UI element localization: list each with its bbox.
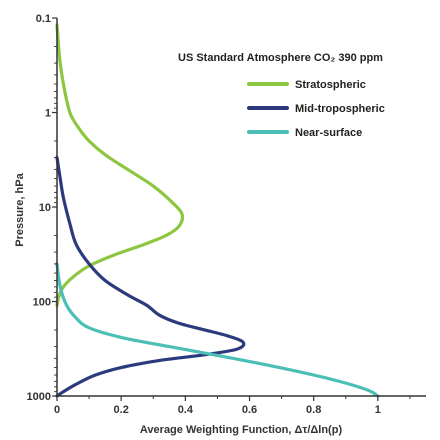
x-tick-label: 0.4 <box>178 404 194 416</box>
y-tick-label: 10 <box>39 202 51 214</box>
x-tick-label: 0.6 <box>242 404 257 416</box>
y-tick-label: 1 <box>45 108 51 120</box>
x-tick-label: 0.2 <box>114 404 129 416</box>
legend-label-stratospheric: Stratospheric <box>295 79 366 91</box>
y-tick-label: 1000 <box>27 391 51 403</box>
legend-title: US Standard Atmosphere CO₂ 390 ppm <box>178 52 383 64</box>
x-tick-label: 0 <box>54 404 60 416</box>
legend-label-near-surface: Near-surface <box>295 127 362 139</box>
x-tick-label: 0.8 <box>306 404 321 416</box>
series-line-stratospheric <box>55 23 185 308</box>
axes: 0 0.2 0.4 0.6 0.8 1 0.1 1 10 100 1000 <box>27 13 426 416</box>
legend-items: Stratospheric Mid-tropospheric Near-surfac… <box>247 79 385 139</box>
legend-label-mid-tropospheric: Mid-tropospheric <box>295 103 385 115</box>
y-tick-label: 0.1 <box>36 13 51 25</box>
series-line-mid-tropospheric <box>55 155 246 398</box>
x-axis-label: Average Weighting Function, Δτ/Δln(p) <box>140 424 343 436</box>
y-tick-label: 100 <box>33 297 51 309</box>
y-axis-label: Pressure, hPa <box>14 172 26 246</box>
legend: US Standard Atmosphere CO₂ 390 ppm Strat… <box>178 52 385 139</box>
x-tick-label: 1 <box>375 404 381 416</box>
series-line-near-surface <box>55 262 380 398</box>
plot-area <box>55 23 380 398</box>
